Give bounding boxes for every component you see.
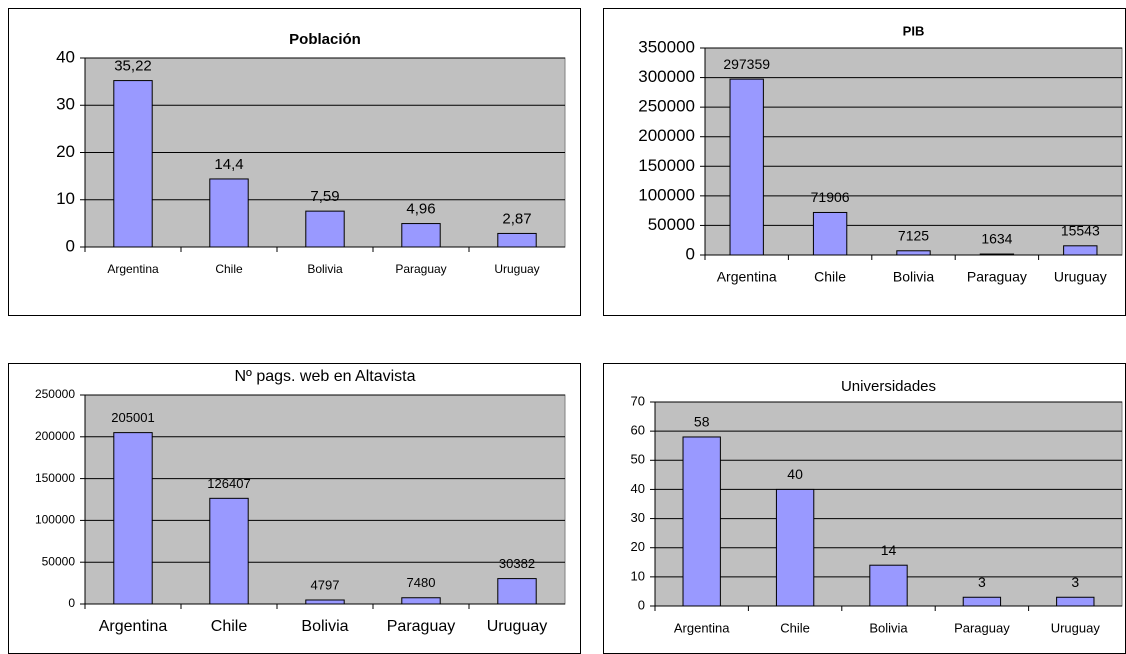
value-label: 1634 (981, 231, 1012, 247)
x-tick-label: Paraguay (954, 620, 1010, 635)
value-label: 7,59 (310, 188, 339, 205)
bar (682, 436, 721, 607)
value-label: 30382 (499, 556, 535, 571)
value-label: 58 (694, 414, 710, 430)
bar (729, 78, 764, 256)
x-tick-label: Chile (211, 618, 248, 635)
chart-title: Nº pags. web en Altavista (234, 368, 415, 385)
y-tick-label: 300000 (638, 67, 695, 86)
bar (497, 232, 537, 248)
bar (497, 578, 537, 605)
y-tick-label: 0 (686, 244, 695, 263)
value-label: 3 (1071, 574, 1079, 590)
y-tick-label: 100000 (638, 185, 695, 204)
value-label: 205001 (111, 410, 154, 425)
value-label: 7125 (898, 227, 929, 243)
x-tick-label: Bolivia (869, 620, 908, 635)
x-tick-label: Chile (780, 620, 810, 635)
bar (775, 488, 815, 607)
x-tick-label: Argentina (99, 618, 168, 635)
bar (401, 223, 441, 248)
y-tick-label: 250000 (35, 387, 75, 401)
y-tick-label: 10 (56, 189, 75, 208)
y-tick-label: 150000 (35, 471, 75, 485)
bar (979, 253, 1015, 256)
bar (896, 250, 931, 256)
y-tick-label: 200000 (35, 429, 75, 443)
x-tick-label: Uruguay (1051, 620, 1101, 635)
x-tick-label: Argentina (107, 262, 159, 276)
y-tick-label: 50000 (42, 554, 76, 568)
bar (1056, 596, 1095, 607)
y-tick-label: 0 (66, 236, 75, 255)
y-tick-label: 100000 (35, 513, 75, 527)
y-tick-label: 350000 (638, 37, 695, 56)
x-tick-label: Uruguay (494, 262, 539, 276)
y-tick-label: 200000 (638, 126, 695, 145)
y-tick-label: 250000 (638, 97, 695, 116)
bar (305, 210, 345, 248)
bar (401, 597, 441, 605)
bar (113, 80, 153, 248)
y-tick-label: 150000 (638, 156, 695, 175)
value-label: 4797 (311, 577, 340, 592)
value-label: 7480 (407, 575, 436, 590)
x-tick-label: Paraguay (967, 269, 1027, 285)
bar (1063, 245, 1098, 256)
value-label: 14,4 (214, 156, 243, 173)
bar (209, 178, 249, 248)
x-tick-label: Paraguay (387, 618, 456, 635)
y-tick-label: 20 (631, 539, 645, 554)
value-label: 2,87 (502, 210, 531, 227)
bar (962, 596, 1002, 607)
value-label: 14 (881, 542, 897, 558)
x-tick-label: Chile (215, 262, 243, 276)
y-tick-label: 30 (631, 510, 645, 525)
y-tick-label: 20 (56, 142, 75, 161)
value-label: 71906 (811, 189, 850, 205)
y-tick-label: 50000 (648, 215, 695, 234)
y-tick-label: 60 (631, 423, 645, 438)
bar (869, 564, 908, 607)
x-tick-label: Argentina (717, 269, 777, 285)
bar (812, 211, 848, 256)
x-tick-label: Bolivia (301, 618, 348, 635)
value-label: 126407 (207, 476, 250, 491)
x-tick-label: Bolivia (893, 269, 934, 285)
x-tick-label: Uruguay (1054, 269, 1107, 285)
x-tick-label: Chile (814, 269, 846, 285)
bar (209, 497, 249, 605)
chart-title: PIB (903, 23, 925, 38)
y-tick-label: 30 (56, 95, 75, 114)
y-tick-label: 0 (638, 597, 645, 612)
x-tick-label: Uruguay (487, 618, 547, 635)
value-label: 15543 (1061, 223, 1100, 239)
y-tick-label: 50 (631, 452, 645, 467)
value-label: 297359 (723, 56, 770, 72)
plot-area (84, 394, 566, 605)
x-tick-label: Argentina (674, 620, 730, 635)
x-tick-label: Bolivia (307, 262, 343, 276)
y-tick-label: 70 (631, 393, 645, 408)
y-tick-label: 40 (631, 481, 645, 496)
value-label: 40 (787, 466, 803, 482)
y-tick-label: 40 (56, 47, 75, 66)
value-label: 3 (978, 574, 986, 590)
plot-area (704, 47, 1123, 256)
x-tick-label: Paraguay (395, 262, 446, 276)
bar (113, 432, 153, 605)
value-label: 4,96 (406, 201, 435, 218)
value-label: 35,22 (114, 58, 152, 75)
y-tick-label: 0 (68, 596, 75, 610)
chart-title: Población (289, 31, 361, 48)
chart-title: Universidades (841, 378, 936, 395)
y-tick-label: 10 (631, 568, 645, 583)
bar (305, 599, 345, 605)
